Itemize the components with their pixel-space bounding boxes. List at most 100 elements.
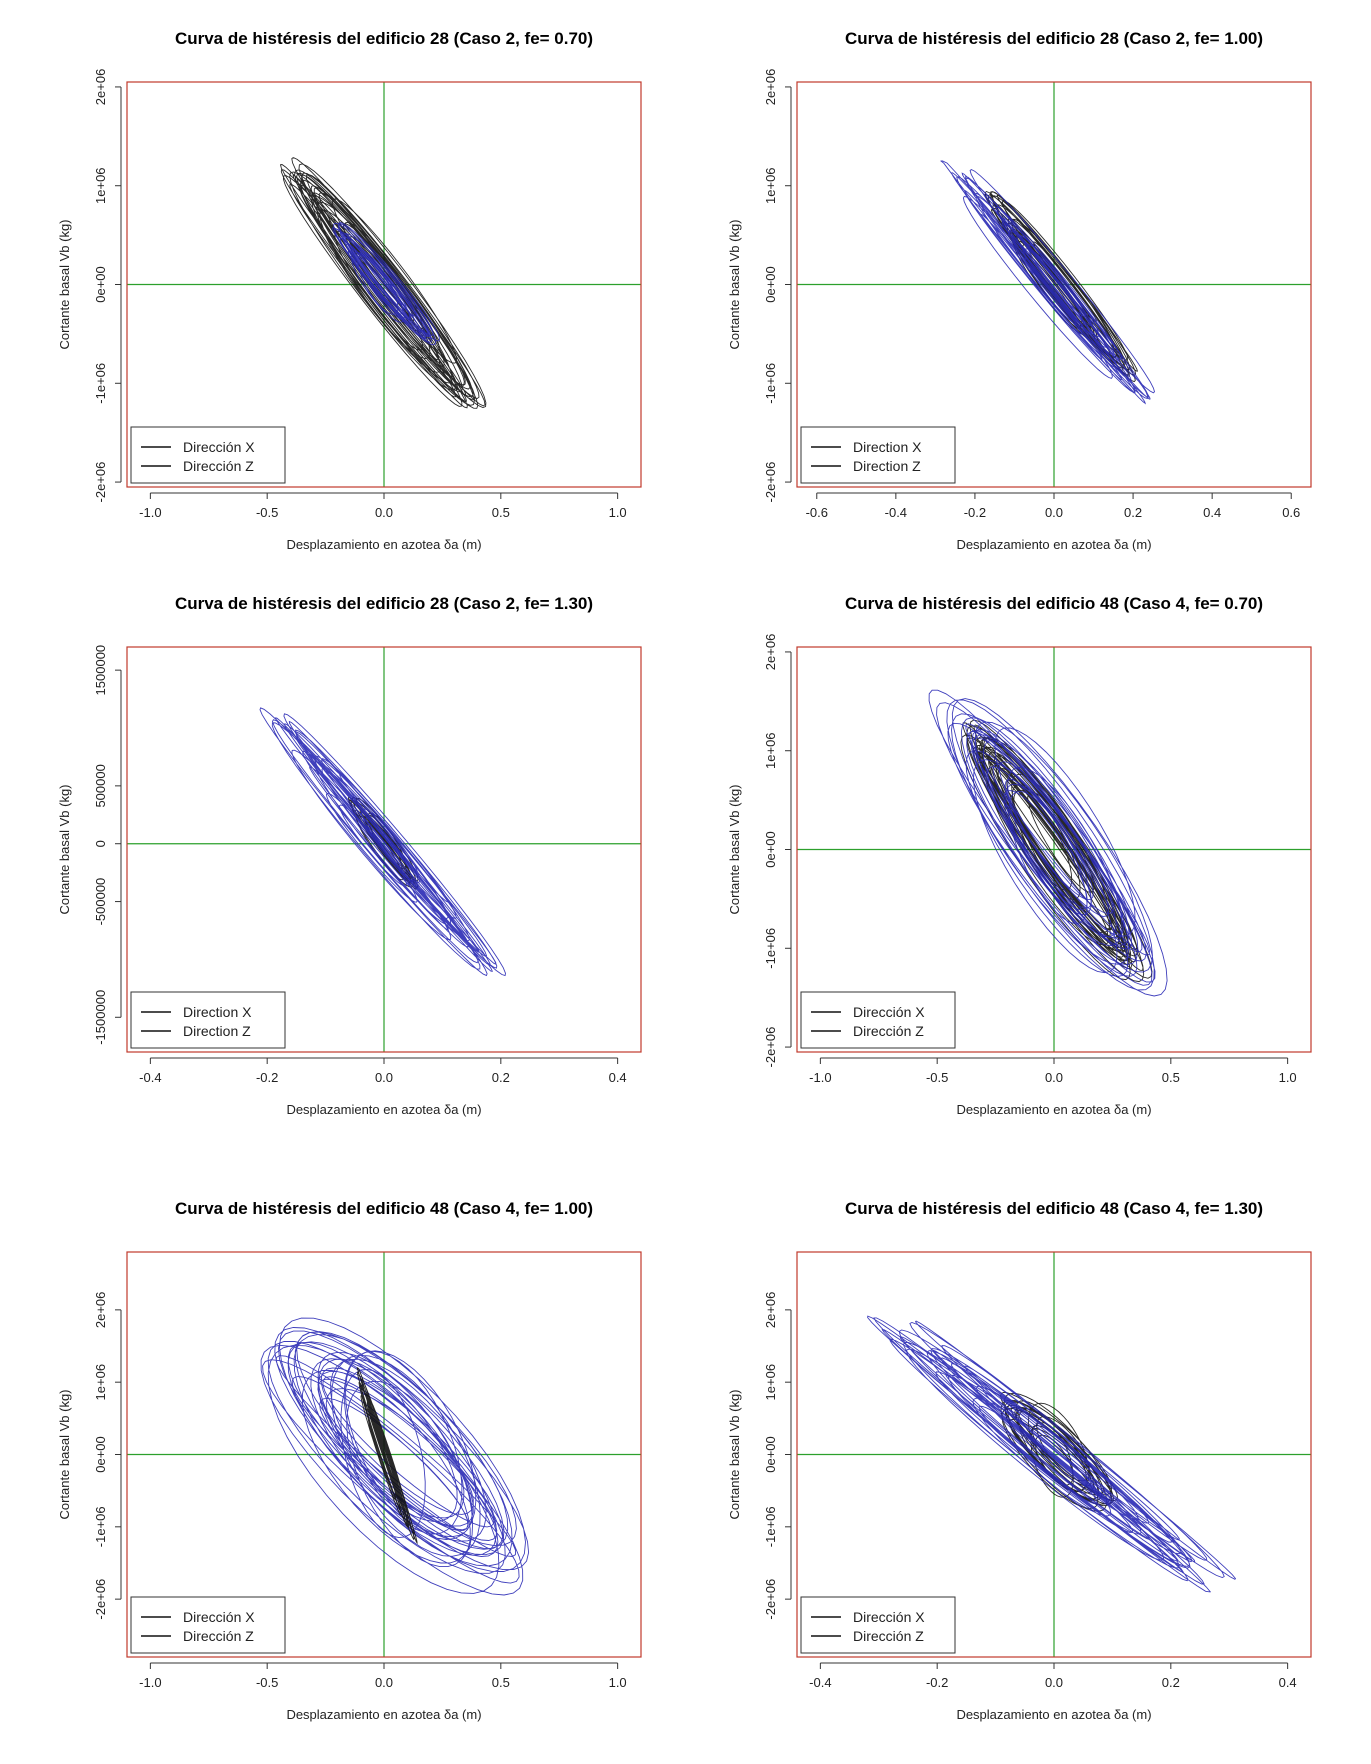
chart-panel-2: Curva de histéresis del edificio 28 (Cas…: [727, 29, 1312, 552]
series-group: [867, 1315, 1237, 1593]
series-group: [259, 707, 506, 977]
legend-box: [130, 426, 286, 484]
y-tick-label: 2e+06: [763, 1292, 778, 1329]
x-tick-label: -1.0: [139, 1675, 161, 1690]
y-tick-label: 0e+00: [763, 266, 778, 303]
chart-title: Curva de histéresis del edificio 48 (Cas…: [845, 594, 1263, 613]
hysteresis-series-direcci-n-x: [960, 719, 1153, 983]
x-tick-label: -0.4: [139, 1070, 161, 1085]
x-axis-label: Desplazamiento en azotea δa (m): [286, 1707, 481, 1722]
x-tick-label: 0.0: [1045, 1070, 1063, 1085]
legend-box: [130, 1596, 286, 1654]
x-axis-label: Desplazamiento en azotea δa (m): [956, 537, 1151, 552]
y-tick-label: -2e+06: [763, 1027, 778, 1068]
chart-panel-4: Curva de histéresis del edificio 48 (Cas…: [727, 594, 1312, 1117]
y-tick-label: 0e+00: [763, 1436, 778, 1473]
hysteresis-series-direction-z: [940, 160, 1156, 405]
y-tick-label: -2e+06: [93, 462, 108, 503]
x-tick-label: 0.5: [492, 505, 510, 520]
y-tick-label: 1500000: [93, 645, 108, 696]
series-group: [279, 157, 487, 409]
hysteresis-series-direcci-n-z: [260, 1317, 530, 1596]
series-group: [928, 689, 1168, 997]
legend-box: [800, 426, 956, 484]
series-group: [940, 160, 1156, 405]
x-tick-label: 1.0: [1279, 1070, 1297, 1085]
x-tick-label: 1.0: [609, 1675, 627, 1690]
x-tick-label: -0.2: [964, 505, 986, 520]
x-tick-label: 0.0: [1045, 1675, 1063, 1690]
x-tick-label: -0.2: [926, 1675, 948, 1690]
y-tick-label: 500000: [93, 764, 108, 807]
x-tick-label: -0.5: [256, 1675, 278, 1690]
x-tick-label: 0.0: [1045, 505, 1063, 520]
series-group: [260, 1317, 530, 1596]
y-axis-label: Cortante basal Vb (kg): [57, 1389, 72, 1519]
y-tick-label: 1e+06: [763, 167, 778, 204]
legend-entry: Direction Z: [183, 1023, 251, 1039]
y-axis-label: Cortante basal Vb (kg): [727, 219, 742, 349]
x-tick-label: 0.0: [375, 1070, 393, 1085]
y-tick-label: -1e+06: [763, 363, 778, 404]
legend: Direction X Direction Z: [130, 991, 286, 1049]
legend-entry: Dirección Z: [853, 1023, 924, 1039]
hysteresis-series-direcci-n-z: [332, 222, 440, 346]
y-tick-label: -1e+06: [763, 928, 778, 969]
x-tick-label: 1.0: [609, 505, 627, 520]
legend-entry: Dirección Z: [853, 1628, 924, 1644]
legend-entry: Dirección X: [853, 1004, 925, 1020]
chart-title: Curva de histéresis del edificio 28 (Cas…: [845, 29, 1263, 48]
hysteresis-series-direcci-n-z: [928, 689, 1168, 997]
legend-entry: Dirección Z: [183, 1628, 254, 1644]
y-tick-label: 2e+06: [763, 634, 778, 671]
legend-entry: Direction Z: [853, 458, 921, 474]
plot-frame: [796, 1251, 1312, 1658]
y-tick-label: 0e+00: [763, 831, 778, 868]
legend: Dirección X Dirección Z: [130, 426, 286, 484]
x-axis-label: Desplazamiento en azotea δa (m): [956, 1707, 1151, 1722]
y-tick-label: 1e+06: [93, 1364, 108, 1401]
x-tick-label: 0.2: [1124, 505, 1142, 520]
hysteresis-series-direcci-n-x: [356, 1367, 418, 1545]
x-tick-label: 0.2: [1162, 1675, 1180, 1690]
y-axis-label: Cortante basal Vb (kg): [727, 1389, 742, 1519]
chart-title: Curva de histéresis del edificio 28 (Cas…: [175, 594, 593, 613]
chart-title: Curva de histéresis del edificio 48 (Cas…: [175, 1199, 593, 1218]
x-tick-label: 0.4: [1203, 505, 1221, 520]
x-tick-label: 0.6: [1282, 505, 1300, 520]
legend: Dirección X Dirección Z: [800, 1596, 956, 1654]
x-tick-label: -0.4: [809, 1675, 831, 1690]
y-tick-label: 1e+06: [763, 732, 778, 769]
legend-entry: Direction X: [853, 439, 922, 455]
x-tick-label: 0.0: [375, 1675, 393, 1690]
chart-panel-3: Curva de histéresis del edificio 28 (Cas…: [57, 594, 642, 1117]
legend-entry: Dirección X: [183, 1609, 255, 1625]
x-tick-label: -0.5: [926, 1070, 948, 1085]
y-axis-label: Cortante basal Vb (kg): [57, 784, 72, 914]
x-tick-label: 0.0: [375, 505, 393, 520]
y-tick-label: -2e+06: [93, 1579, 108, 1620]
y-axis-label: Cortante basal Vb (kg): [727, 784, 742, 914]
legend: Dirección X Dirección Z: [800, 991, 956, 1049]
x-axis-label: Desplazamiento en azotea δa (m): [286, 1102, 481, 1117]
y-axis-label: Cortante basal Vb (kg): [57, 219, 72, 349]
x-tick-label: -0.5: [256, 505, 278, 520]
y-tick-label: -2e+06: [763, 462, 778, 503]
y-tick-label: -1e+06: [763, 1506, 778, 1547]
chart-title: Curva de histéresis del edificio 28 (Cas…: [175, 29, 593, 48]
y-tick-label: 2e+06: [93, 69, 108, 106]
y-tick-label: -1500000: [93, 990, 108, 1045]
legend-entry: Dirección X: [853, 1609, 925, 1625]
chart-panel-6: Curva de histéresis del edificio 48 (Cas…: [727, 1199, 1312, 1722]
hysteresis-series-direction-z: [259, 707, 506, 977]
y-tick-label: 0e+00: [93, 266, 108, 303]
y-tick-label: -500000: [93, 878, 108, 926]
y-tick-label: 1e+06: [93, 167, 108, 204]
legend-entry: Dirección X: [183, 439, 255, 455]
x-axis-label: Desplazamiento en azotea δa (m): [286, 537, 481, 552]
x-tick-label: 0.5: [492, 1675, 510, 1690]
plot-frame: [126, 1251, 642, 1658]
plot-frame: [796, 646, 1312, 1053]
chart-panel-5: Curva de histéresis del edificio 48 (Cas…: [57, 1199, 642, 1722]
